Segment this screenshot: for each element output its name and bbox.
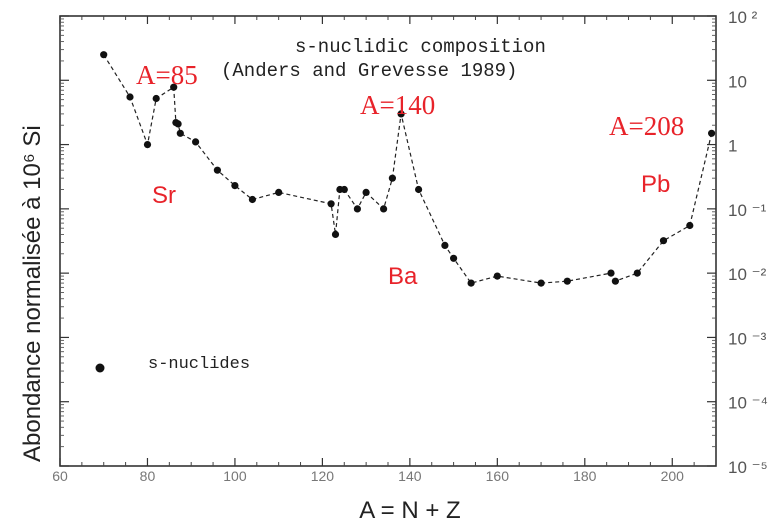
x-tick-label: 180 xyxy=(573,468,597,484)
y-tick-label: 10 ² xyxy=(728,8,758,27)
y-tick-label: 10 ⁻¹ xyxy=(728,201,767,220)
x-tick-label: 60 xyxy=(52,468,68,484)
data-point xyxy=(415,185,423,194)
annotation-ba: Ba xyxy=(388,263,418,290)
data-point xyxy=(708,129,716,137)
y-tick-label: 10 xyxy=(728,72,747,91)
data-point xyxy=(633,269,641,277)
data-point xyxy=(331,230,340,238)
data-point xyxy=(441,241,449,249)
axis-ticks: 60 80 100 120 140 160 180 200 10 ² 10 1 10 ⁻¹ 10 ⁻² 1… xyxy=(52,8,768,484)
x-tick-label: 140 xyxy=(398,468,422,484)
annotation-a85: A=85 xyxy=(136,60,198,90)
data-point xyxy=(467,279,475,287)
annotation-a140: A=140 xyxy=(360,90,435,120)
chart-subtitle: (Anders and Grevesse 1989) xyxy=(221,60,517,82)
x-tick-label: 120 xyxy=(311,468,335,484)
data-point xyxy=(353,205,361,213)
series-s-nuclides xyxy=(100,51,716,287)
data-point xyxy=(248,195,256,204)
y-tick-label: 10 ⁻² xyxy=(728,265,767,284)
data-point xyxy=(231,182,239,190)
y-tick-label: 10 ⁻³ xyxy=(728,329,767,348)
x-tick-label: 160 xyxy=(486,468,510,484)
data-point xyxy=(563,277,571,285)
data-point xyxy=(174,120,182,128)
data-point xyxy=(611,277,620,285)
x-axis-label: A = N + Z xyxy=(359,497,460,524)
data-point xyxy=(686,221,694,230)
y-axis-label: Abondance normalisée à 10⁶ Si xyxy=(19,125,46,462)
y-tick-label: 1 xyxy=(728,137,737,156)
data-point xyxy=(607,269,615,277)
data-point xyxy=(659,237,668,245)
data-point xyxy=(275,188,283,196)
y-tick-label: 10 ⁻⁵ xyxy=(728,458,768,477)
x-tick-label: 80 xyxy=(140,468,156,484)
data-point xyxy=(176,129,184,137)
x-tick-label: 200 xyxy=(661,468,685,484)
data-point xyxy=(192,138,200,146)
x-tick-label: 100 xyxy=(223,468,247,484)
annotation-sr: Sr xyxy=(152,182,176,209)
data-point xyxy=(340,185,348,194)
annotation-a208: A=208 xyxy=(609,111,684,141)
data-point xyxy=(388,174,396,182)
data-point xyxy=(493,272,501,280)
data-point xyxy=(397,110,405,118)
data-point xyxy=(100,51,108,59)
legend-label: s-nuclides xyxy=(148,355,250,374)
data-point xyxy=(327,200,335,208)
data-point xyxy=(213,166,221,174)
data-point xyxy=(380,205,388,213)
y-tick-label: 10 ⁻⁴ xyxy=(728,394,768,413)
annotation-pb: Pb xyxy=(641,171,670,198)
legend-marker xyxy=(95,363,105,373)
data-point xyxy=(143,141,152,149)
chart-title: s-nuclidic composition xyxy=(295,36,546,58)
data-point xyxy=(537,279,545,287)
data-point xyxy=(126,93,134,101)
data-point xyxy=(152,94,160,103)
data-point xyxy=(362,188,370,196)
data-point xyxy=(450,254,458,262)
data-point xyxy=(170,83,178,91)
